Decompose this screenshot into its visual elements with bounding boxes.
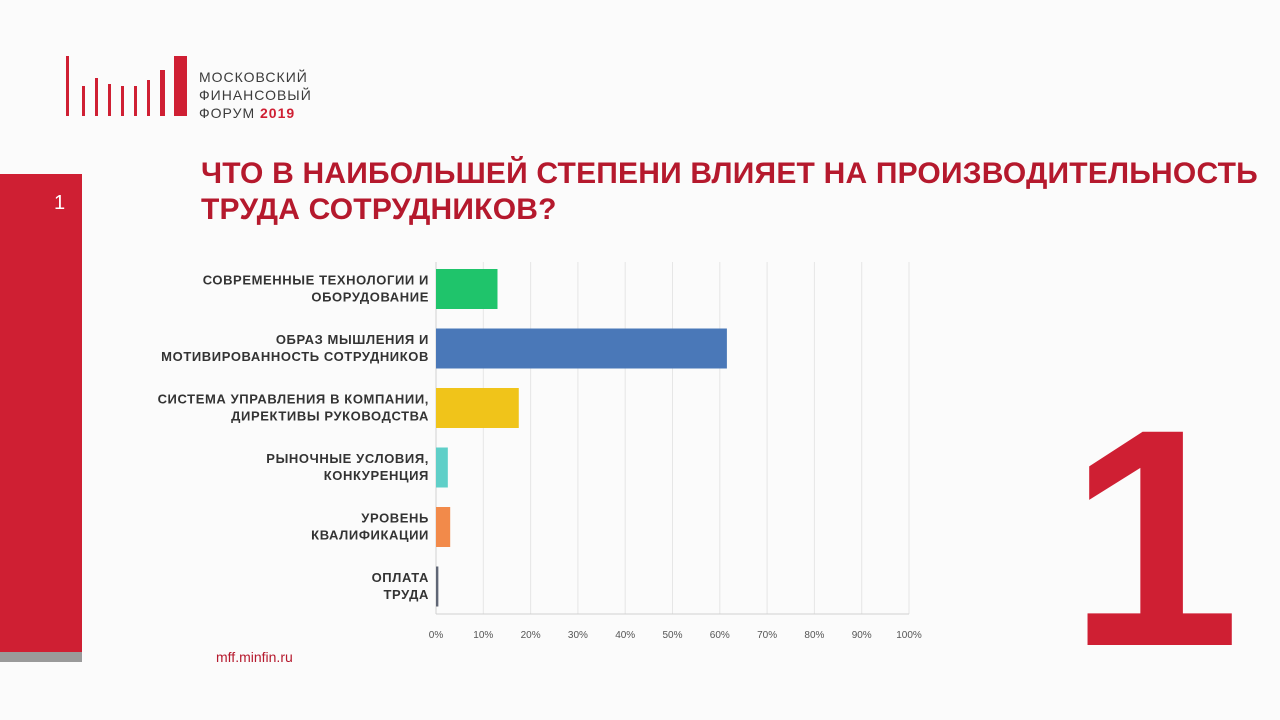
x-tick-label: 100% — [896, 630, 922, 641]
bar — [436, 388, 519, 428]
x-tick-label: 30% — [568, 630, 588, 641]
logo-year: 2019 — [260, 105, 296, 121]
bar — [436, 269, 498, 309]
slide-number: 1 — [54, 192, 66, 214]
forum-logo-bars — [66, 56, 187, 116]
x-tick-label: 20% — [521, 630, 541, 641]
x-tick-label: 50% — [662, 630, 682, 641]
side-accent-base — [0, 652, 82, 662]
bar — [436, 507, 451, 547]
x-tick-label: 40% — [615, 630, 635, 641]
x-tick-label: 90% — [852, 630, 872, 641]
x-tick-label: 80% — [804, 630, 824, 641]
logo-line-2: ФИНАНСОВЫЙ — [199, 87, 312, 103]
category-label: РЫНОЧНЫЕ УСЛОВИЯ, КОНКУРЕНЦИЯ — [266, 451, 429, 483]
category-label: СОВРЕМЕННЫЕ ТЕХНОЛОГИИ И ОБОРУДОВАНИЕ — [203, 273, 429, 305]
bar — [436, 566, 439, 607]
x-tick-label: 70% — [757, 630, 777, 641]
slide-title: ЧТО В НАИБОЛЬШЕЙ СТЕПЕНИ ВЛИЯЕТ НА ПРОИЗ… — [201, 157, 1258, 226]
x-tick-label: 10% — [473, 630, 493, 641]
forum-logo-text: МОСКОВСКИЙ ФИНАНСОВЫЙ ФОРУМ 2019 — [199, 68, 312, 122]
category-label: ОПЛАТА ТРУДА — [372, 570, 429, 602]
category-label: УРОВЕНЬ КВАЛИФИКАЦИИ — [311, 511, 429, 543]
logo-line-3: ФОРУМ — [199, 105, 256, 121]
logo-line-1: МОСКОВСКИЙ — [199, 69, 308, 85]
footer-url[interactable]: mff.minfin.ru — [216, 649, 293, 665]
x-tick-label: 60% — [710, 630, 730, 641]
bar — [436, 447, 448, 488]
bar — [436, 328, 727, 369]
big-number: 1 — [1068, 364, 1241, 711]
category-label: СИСТЕМА УПРАВЛЕНИЯ В КОМПАНИИ, ДИРЕКТИВЫ … — [158, 392, 429, 424]
side-accent-bar — [0, 174, 82, 652]
category-label: ОБРАЗ МЫШЛЕНИЯ И МОТИВИРОВАННОСТЬ СОТРУДН… — [161, 332, 429, 364]
x-tick-label: 0% — [429, 630, 444, 641]
